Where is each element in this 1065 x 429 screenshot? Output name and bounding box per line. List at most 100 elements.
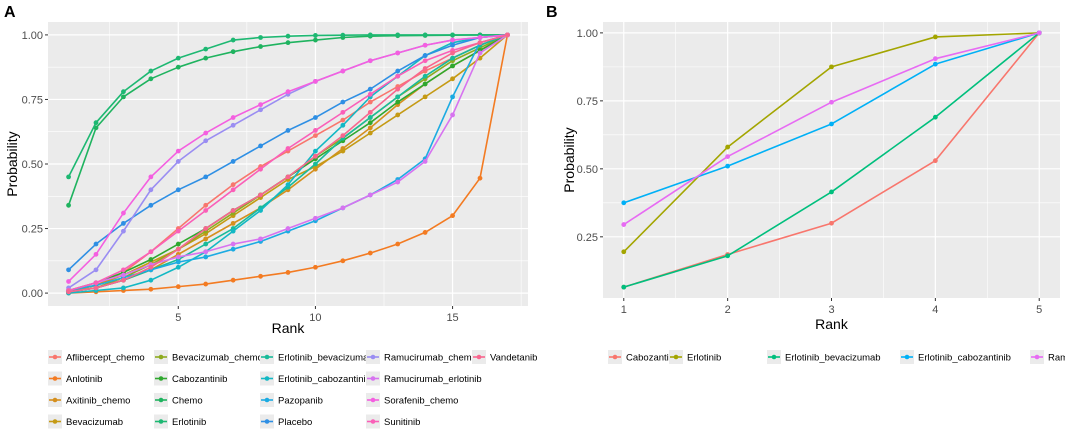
data-point-ramucirumab-chemo [175,159,181,164]
legend-label-vandetanib: Vandetanib [490,353,537,364]
data-point-chemo [313,37,318,43]
data-point-chemo [230,49,236,55]
legend-point-erlotinib-cabozantinib [264,376,270,381]
data-point-erlotinib-cabozantinib [121,285,126,291]
legend-label-bevacizumab-chemo: Bevacizumab_chemo [172,353,263,364]
y-axis-title-a: Probability [4,131,20,196]
data-point-erlotinib-cabozantinib [230,228,236,234]
data-point-sorafenib-chemo [367,58,373,64]
legend-point-vandetanib [476,354,482,360]
data-point-sorafenib-chemo [93,251,99,257]
x-tick-label-b: 5 [1036,304,1042,316]
data-point-erlotinib [285,33,291,39]
legend-label-erlotinib-cabozantinib: Erlotinib_cabozantinib [918,353,1011,364]
data-point-anlotinib [477,175,483,181]
data-point-chemo [66,202,71,208]
legend-point-ramucirumab-erlotinib [370,376,376,381]
data-point-placebo [66,267,71,273]
data-point-placebo [285,128,291,133]
legend-point-erlotinib [158,419,164,424]
legend-point-anlotinib [52,376,58,381]
data-point-sorafenib-chemo [121,210,126,216]
data-point-erlotinib-cabozantinib [621,200,627,206]
data-point-erlotinib [203,46,209,52]
x-tick-label-b: 4 [932,304,938,316]
data-point-vandetanib [340,133,346,139]
legend-label-aflibercept-chemo: Aflibercept_chemo [66,353,145,364]
data-point-erlotinib-bevacizumab [450,55,455,61]
data-point-sorafenib-chemo [203,130,209,136]
data-point-vandetanib [203,226,209,231]
legend-label-pazopanib: Pazopanib [278,396,323,407]
data-point-sorafenib-chemo [285,89,291,95]
data-point-erlotinib [340,32,346,38]
data-point-anlotinib [285,270,291,275]
x-axis-title-a: Rank [272,320,306,336]
data-point-ramucirumab-chemo [93,267,99,273]
data-point-sorafenib-chemo [477,35,483,40]
data-point-cabozantinib [450,63,455,69]
data-point-ramucirumab-erlotinib [230,241,236,247]
data-point-ramucirumab-chemo [203,138,209,144]
x-tick-label-a: 5 [175,312,181,324]
data-point-anlotinib [203,281,209,287]
data-point-ramucirumab-erlotinib [258,236,263,242]
legend-label-cabozantinib: Cabozantinib [172,374,227,385]
data-point-chemo [203,55,209,61]
data-point-vandetanib [505,32,510,38]
legend-point-pazopanib [264,397,270,403]
data-point-sunitinib [148,249,154,255]
data-point-anlotinib [313,264,318,270]
legend-point-ramucirumab-erlotinib [1034,354,1040,360]
data-point-erlotinib-cabozantinib [829,121,834,127]
data-point-aflibercept-chemo [230,182,236,188]
data-point-erlotinib [621,249,627,255]
data-point-erlotinib-cabozantinib [725,163,731,169]
data-point-placebo [395,68,401,74]
legend-point-aflibercept-chemo [52,354,58,360]
data-point-sorafenib-chemo [258,102,263,108]
data-point-aflibercept-chemo [340,117,346,123]
data-point-placebo [367,86,373,92]
data-point-erlotinib [367,32,373,38]
data-point-ramucirumab-erlotinib [450,112,455,118]
data-point-cabozantinib [829,220,834,226]
y-tick-label-b: 0.50 [577,164,598,176]
data-point-bevacizumab [422,94,428,100]
data-point-anlotinib [395,241,401,247]
data-point-vandetanib [258,192,263,198]
data-point-axitinib-chemo [367,125,373,131]
data-point-erlotinib [148,68,154,74]
data-point-chemo [148,76,154,82]
data-point-ramucirumab-erlotinib [395,179,401,185]
legend-label-bevacizumab: Bevacizumab [66,417,123,428]
data-point-erlotinib-cabozantinib [258,208,263,213]
data-point-vandetanib [450,50,455,56]
data-point-sorafenib-chemo [395,50,401,56]
data-point-chemo [285,40,291,46]
data-point-sorafenib-chemo [66,279,71,284]
data-point-sunitinib [258,166,263,172]
data-point-ramucirumab-erlotinib [313,215,318,221]
data-point-cabozantinib [148,257,154,262]
legend-label-axitinib-chemo: Axitinib_chemo [66,396,130,407]
data-point-ramucirumab-erlotinib [340,205,346,211]
data-point-sunitinib [340,109,346,115]
data-point-ramucirumab-erlotinib [621,222,627,227]
data-point-sorafenib-chemo [450,37,455,43]
data-point-vandetanib [285,174,291,180]
data-point-anlotinib [258,273,263,279]
y-tick-label-a: 0.75 [22,94,43,106]
data-point-placebo [450,42,455,48]
data-point-ramucirumab-chemo [148,187,154,193]
data-point-erlotinib-bevacizumab [932,114,938,120]
legend-label-erlotinib: Erlotinib [172,417,206,428]
legend-point-erlotinib-cabozantinib [904,354,910,360]
data-point-chemo [121,94,126,100]
data-point-erlotinib [829,64,834,70]
data-point-sunitinib [367,91,373,97]
data-point-erlotinib-bevacizumab [422,73,428,79]
data-point-erlotinib-cabozantinib [175,264,181,270]
legend-point-chemo [158,397,164,403]
